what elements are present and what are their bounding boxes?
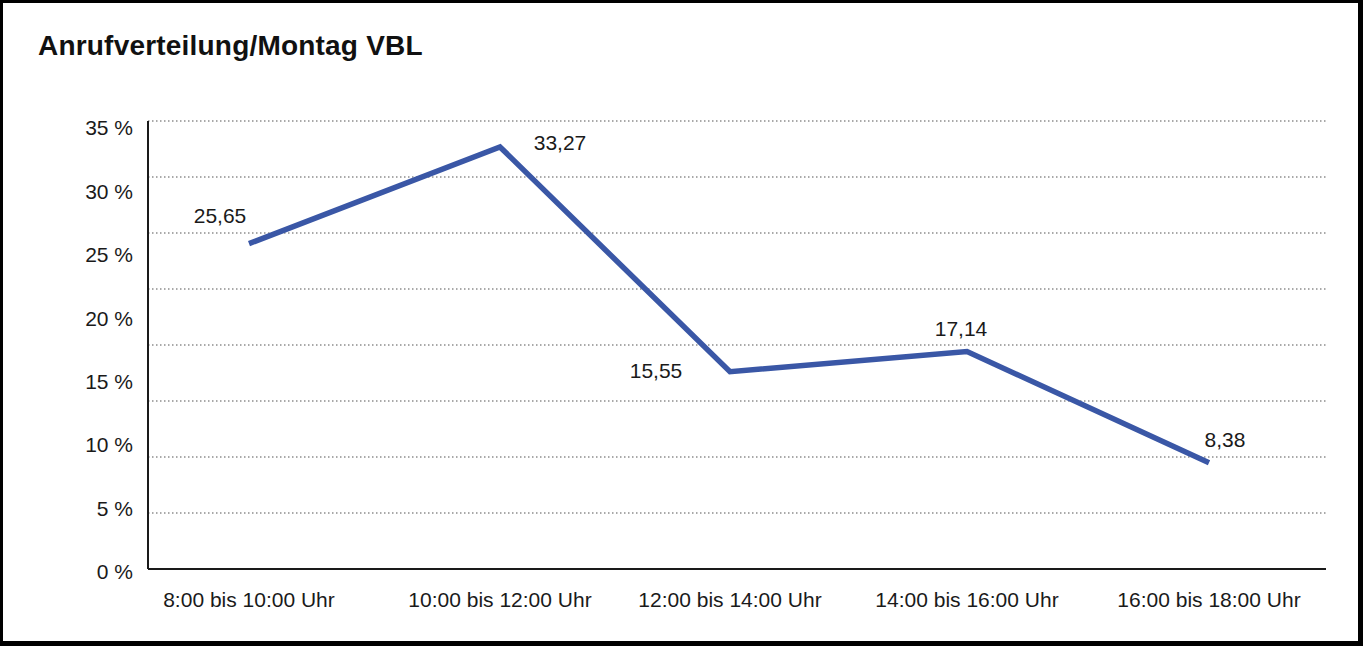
y-axis-tick-label: 30 % xyxy=(85,180,133,203)
line-chart: 0 % 5 % 10 % 15 % 20 % 25 % 30 % 35 % 8:00 bis 1… xyxy=(3,3,1363,646)
y-axis-tick-label: 25 % xyxy=(85,243,133,266)
y-axis-tick-label: 10 % xyxy=(85,433,133,456)
x-axis-category-label: 16:00 bis 18:00 Uhr xyxy=(1117,588,1300,611)
data-point-label: 33,27 xyxy=(534,131,587,154)
y-axis-tick-label: 0 % xyxy=(97,560,133,583)
data-line xyxy=(249,147,1209,463)
y-axis-tick-label: 20 % xyxy=(85,307,133,330)
x-axis-category-label: 14:00 bis 16:00 Uhr xyxy=(875,588,1058,611)
data-point-label: 17,14 xyxy=(935,317,988,340)
x-axis-category-label: 12:00 bis 14:00 Uhr xyxy=(638,588,821,611)
data-point-label: 15,55 xyxy=(630,359,683,382)
x-axis-category-label: 10:00 bis 12:00 Uhr xyxy=(408,588,591,611)
y-axis-tick-label: 15 % xyxy=(85,370,133,393)
y-axis-tick-label: 5 % xyxy=(97,497,133,520)
data-point-label: 8,38 xyxy=(1205,428,1246,451)
y-axis-tick-label: 35 % xyxy=(85,116,133,139)
data-point-label: 25,65 xyxy=(194,204,247,227)
x-axis-category-label: 8:00 bis 10:00 Uhr xyxy=(163,588,335,611)
report-chart-frame: Anrufverteilung/Montag VBL 0 %5 %10 %15 … xyxy=(0,0,1363,646)
